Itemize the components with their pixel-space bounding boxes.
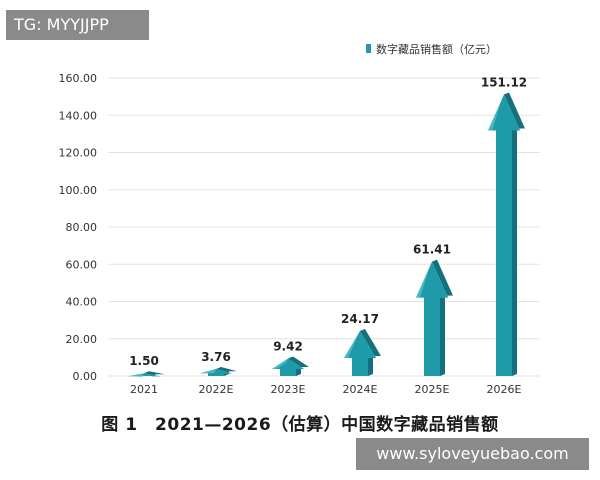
y-tick-label: 100.00 [59, 184, 98, 197]
y-tick-label: 60.00 [66, 258, 98, 271]
arrow-front-face [488, 94, 520, 376]
arrow-bar-2026E [488, 92, 525, 376]
x-tick-label: 2022E [199, 383, 234, 396]
legend-label: 数字藏品销售额（亿元） [376, 42, 497, 56]
arrow-side-face [216, 366, 237, 376]
x-tick-label: 2024E [343, 383, 378, 396]
y-tick-label: 20.00 [66, 333, 98, 346]
data-label: 151.12 [481, 76, 527, 90]
arrow-bar-2023E [272, 356, 309, 376]
x-tick-label: 2025E [415, 383, 450, 396]
y-tick-label: 160.00 [59, 72, 98, 85]
x-tick-label: 2021 [130, 383, 158, 396]
arrow-side-face [144, 371, 165, 377]
sales-chart: 0.00 20.00 40.00 60.00 80.00 100.00 120.00 140.… [59, 42, 540, 396]
arrow-highlight [488, 94, 504, 131]
data-label: 9.42 [273, 339, 303, 353]
arrow-highlight [128, 373, 144, 378]
y-tick-label: 80.00 [66, 221, 98, 234]
arrow-front-face [344, 330, 376, 376]
arrow-highlight [272, 358, 288, 369]
data-label: 61.41 [413, 243, 451, 257]
y-tick-label: 40.00 [66, 296, 98, 309]
arrow-bar-2022E [200, 366, 237, 376]
y-axis-ticks: 0.00 20.00 40.00 60.00 80.00 100.00 120.00 140.… [59, 72, 98, 383]
watermark-top-left: TG: MYYJJPP [6, 10, 149, 40]
arrow-bar-2024E [344, 328, 381, 376]
y-tick-label: 140.00 [59, 109, 98, 122]
y-tick-label: 0.00 [73, 370, 98, 383]
figure-caption: 图 1 2021—2026（估算）中国数字藏品销售额 [101, 415, 499, 435]
x-axis-ticks: 2021 2022E 2023E 2024E 2025E 2026E [130, 383, 522, 396]
arrow-highlight [200, 368, 216, 374]
arrow-side-face [432, 259, 453, 376]
x-tick-label: 2023E [271, 383, 306, 396]
arrow-bar-2025E [416, 259, 453, 376]
watermark-bottom-right: www.syloveyuebao.com [356, 438, 589, 470]
arrow-side-face [504, 92, 525, 376]
legend-swatch [366, 44, 371, 53]
data-label: 24.17 [341, 312, 379, 326]
arrow-front-face [416, 261, 448, 376]
y-tick-label: 120.00 [59, 147, 98, 160]
arrow-bars [128, 92, 525, 378]
data-label: 3.76 [201, 350, 231, 364]
arrow-front-face [200, 368, 232, 376]
gridlines [108, 77, 540, 377]
arrow-side-face [360, 328, 381, 376]
data-label: 1.50 [129, 354, 159, 368]
data-labels: 1.50 3.76 9.42 24.17 61.41 151.12 [129, 76, 527, 369]
x-tick-label: 2026E [487, 383, 522, 396]
arrow-side-face [288, 356, 309, 376]
arrow-front-face [272, 358, 304, 376]
arrow-highlight [344, 330, 360, 358]
legend: 数字藏品销售额（亿元） [366, 42, 497, 56]
arrow-highlight [416, 261, 432, 298]
arrow-bar-2021 [128, 371, 165, 378]
